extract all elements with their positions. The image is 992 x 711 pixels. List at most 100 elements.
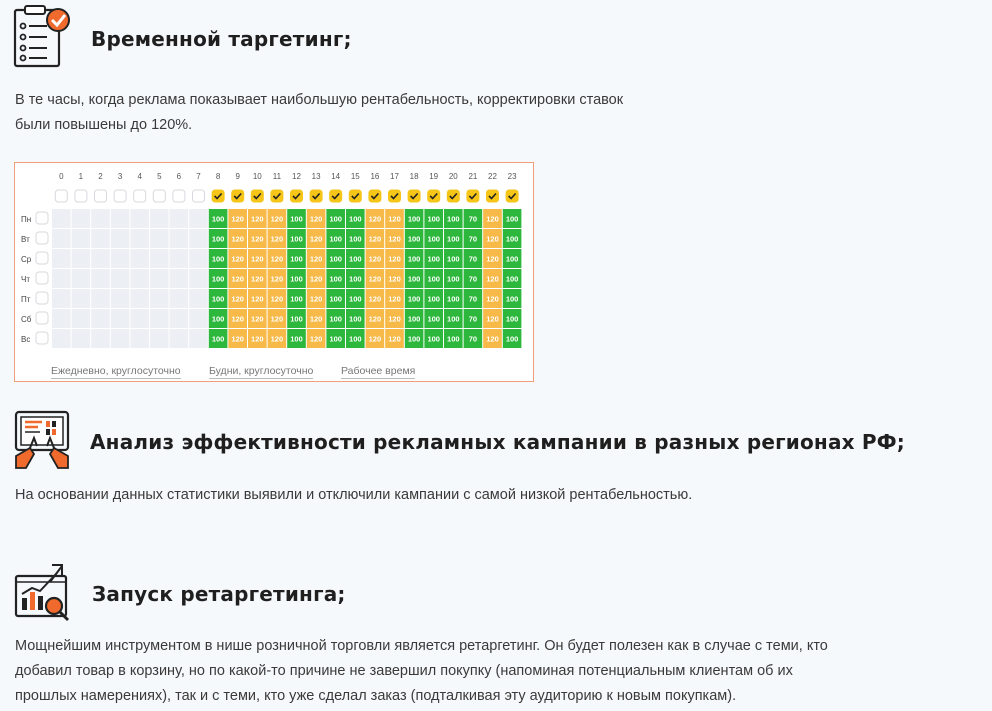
hour-checkbox[interactable] [270,189,284,203]
schedule-cell[interactable] [169,209,189,228]
hour-checkbox[interactable] [113,189,127,203]
schedule-cell[interactable] [150,329,169,348]
schedule-cell[interactable] [228,249,247,268]
schedule-cell[interactable] [365,229,385,248]
schedule-cell[interactable] [483,229,502,248]
schedule-cell[interactable] [404,309,424,328]
schedule-cell[interactable] [267,209,287,228]
schedule-cell[interactable] [130,289,149,308]
schedule-cell[interactable] [52,309,71,328]
hour-checkbox[interactable] [172,189,186,203]
schedule-cell[interactable] [326,329,345,348]
schedule-cell[interactable] [189,209,208,228]
schedule-cell[interactable] [110,229,130,248]
schedule-cell[interactable] [483,209,502,228]
hour-checkbox[interactable] [133,189,147,203]
schedule-cell[interactable] [150,229,169,248]
schedule-cell[interactable] [306,269,326,288]
schedule-cell[interactable] [169,269,189,288]
schedule-cell[interactable] [404,289,424,308]
schedule-cell[interactable] [365,289,385,308]
schedule-cell[interactable] [248,229,267,248]
schedule-cell[interactable] [502,209,522,228]
schedule-cell[interactable] [52,269,71,288]
schedule-cell[interactable] [52,289,71,308]
hour-checkbox[interactable] [505,189,519,203]
schedule-cell[interactable] [248,249,267,268]
schedule-cell[interactable] [150,289,169,308]
schedule-cell[interactable] [189,249,208,268]
schedule-cell[interactable] [365,249,385,268]
hour-checkbox[interactable] [407,189,421,203]
schedule-cell[interactable] [248,289,267,308]
schedule-cell[interactable] [169,289,189,308]
schedule-cell[interactable] [110,209,130,228]
schedule-cell[interactable] [424,209,443,228]
schedule-cell[interactable] [424,309,443,328]
schedule-cell[interactable] [463,289,483,308]
schedule-cell[interactable] [71,309,91,328]
schedule-cell[interactable] [91,309,110,328]
schedule-cell[interactable] [463,269,483,288]
schedule-cell[interactable] [502,229,522,248]
schedule-cell[interactable] [267,309,287,328]
schedule-cell[interactable] [189,269,208,288]
schedule-cell[interactable] [385,229,404,248]
schedule-cell[interactable] [306,249,326,268]
hour-checkbox[interactable] [388,189,401,203]
schedule-cell[interactable] [189,329,208,348]
schedule-cell[interactable] [502,269,522,288]
schedule-cell[interactable] [424,249,443,268]
schedule-cell[interactable] [91,209,110,228]
schedule-cell[interactable] [346,309,365,328]
schedule-cell[interactable] [326,289,345,308]
schedule-cell[interactable] [208,249,228,268]
schedule-cell[interactable] [346,229,365,248]
schedule-cell[interactable] [404,209,424,228]
schedule-cell[interactable] [385,269,404,288]
schedule-cell[interactable] [52,249,71,268]
schedule-cell[interactable] [169,329,189,348]
schedule-cell[interactable] [306,209,326,228]
hour-checkbox[interactable] [94,189,107,203]
hour-checkbox[interactable] [368,189,382,203]
schedule-cell[interactable] [130,329,149,348]
schedule-cell[interactable] [385,309,404,328]
schedule-cell[interactable] [110,249,130,268]
schedule-cell[interactable] [483,309,502,328]
schedule-cell[interactable] [110,309,130,328]
schedule-cell[interactable] [326,229,345,248]
schedule-cell[interactable] [306,309,326,328]
hour-checkbox[interactable] [74,189,88,203]
schedule-cell[interactable] [228,309,247,328]
hour-checkbox[interactable] [250,189,264,203]
schedule-cell[interactable] [365,209,385,228]
schedule-cell[interactable] [502,289,522,308]
schedule-cell[interactable] [130,229,149,248]
schedule-cell[interactable] [463,249,483,268]
schedule-cell[interactable] [287,289,306,308]
schedule-cell[interactable] [404,249,424,268]
schedule-cell[interactable] [189,289,208,308]
hour-checkbox[interactable] [348,189,362,203]
schedule-cell[interactable] [287,209,306,228]
schedule-cell[interactable] [150,209,169,228]
hour-checkbox[interactable] [466,189,480,203]
schedule-cell[interactable] [169,309,189,328]
schedule-cell[interactable] [326,309,345,328]
schedule-cell[interactable] [306,329,326,348]
day-checkbox[interactable] [35,331,49,345]
schedule-cell[interactable] [91,249,110,268]
schedule-cell[interactable] [385,249,404,268]
schedule-cell[interactable] [444,229,463,248]
preset-working-hours[interactable]: Рабочее время [341,365,416,379]
schedule-cell[interactable] [130,249,149,268]
schedule-cell[interactable] [52,329,71,348]
schedule-cell[interactable] [326,249,345,268]
schedule-cell[interactable] [248,309,267,328]
schedule-cell[interactable] [463,229,483,248]
schedule-cell[interactable] [463,209,483,228]
schedule-cell[interactable] [91,329,110,348]
schedule-cell[interactable] [71,289,91,308]
schedule-cell[interactable] [326,209,345,228]
